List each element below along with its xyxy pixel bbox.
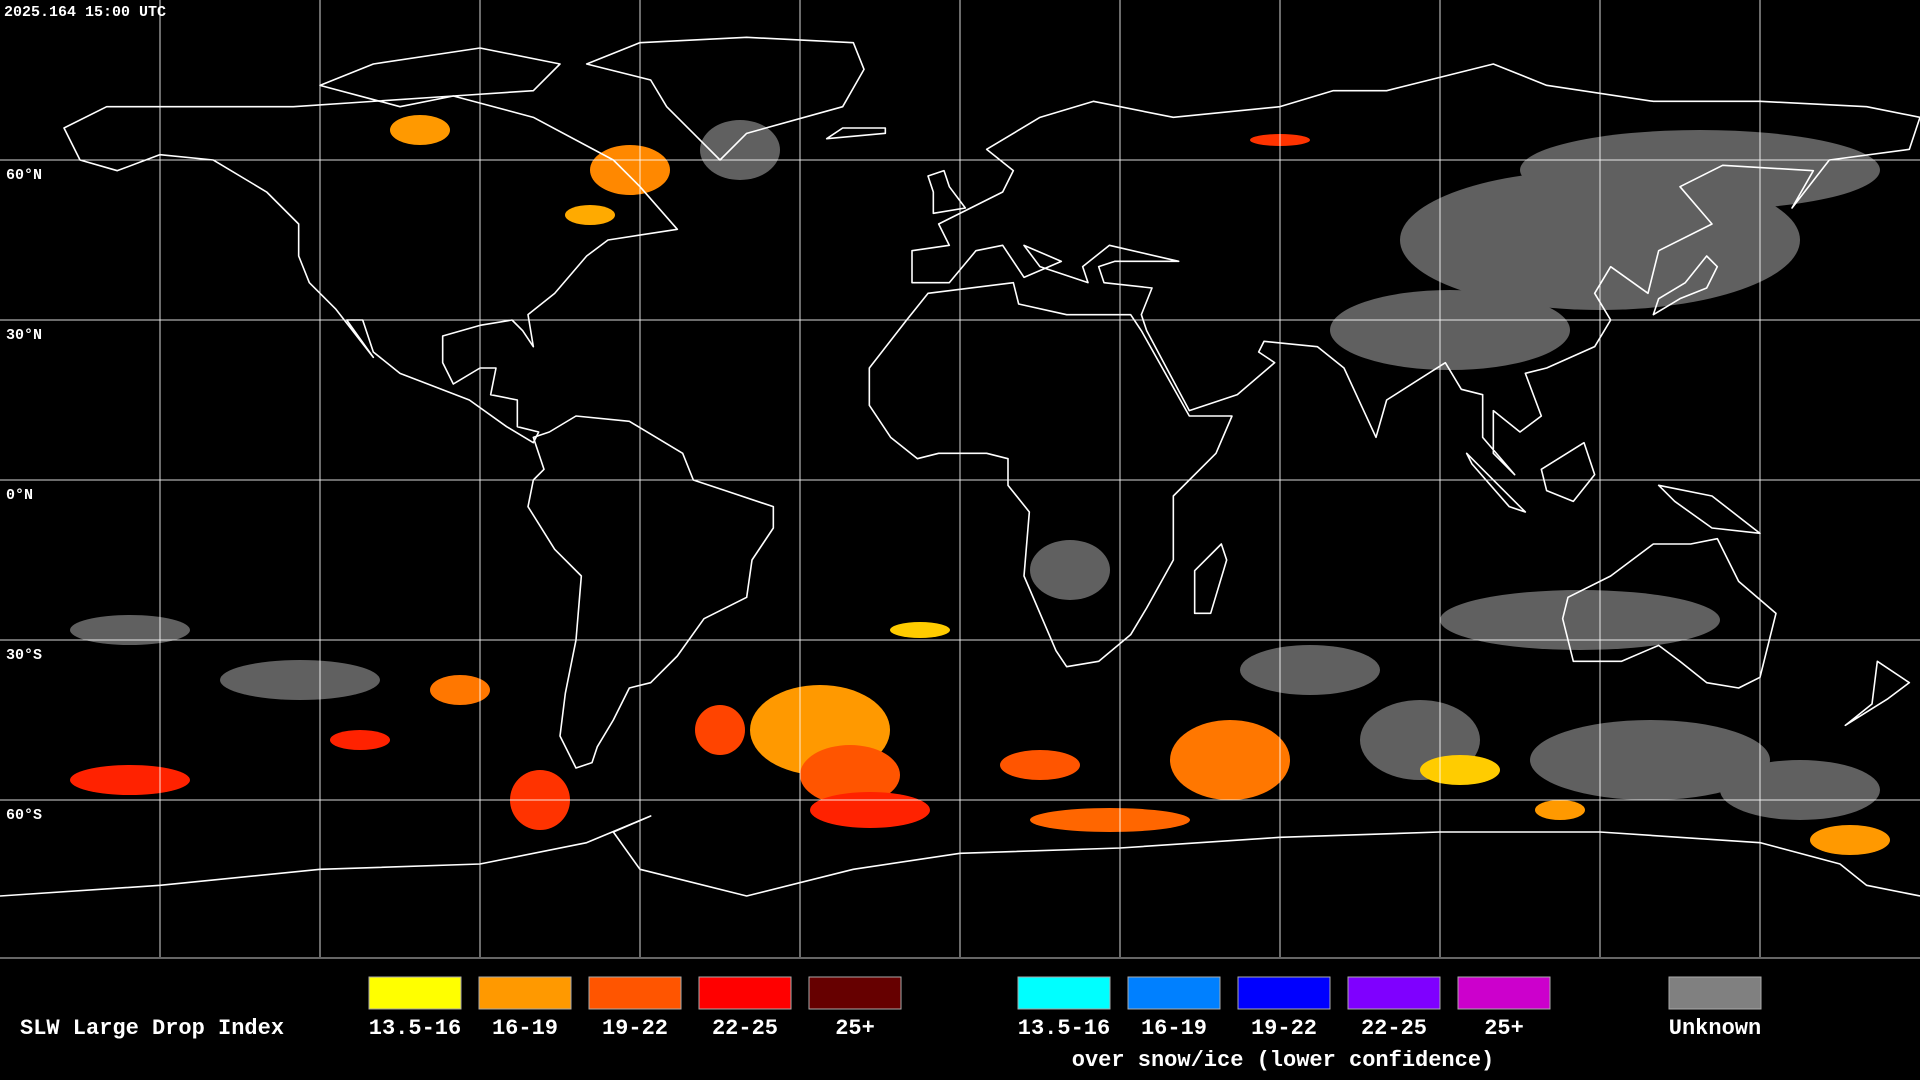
legend-label: 25+ bbox=[1484, 1016, 1524, 1041]
legend-label: 16-19 bbox=[1141, 1016, 1207, 1041]
legend-title: SLW Large Drop Index bbox=[20, 1016, 284, 1041]
legend-label: 25+ bbox=[835, 1016, 875, 1041]
latitude-label: 0°N bbox=[6, 487, 33, 504]
legend-swatch bbox=[1127, 976, 1221, 1010]
latitude-label: 60°N bbox=[6, 167, 42, 184]
legend-swatch bbox=[1347, 976, 1441, 1010]
legend-note: over snow/ice (lower confidence) bbox=[1072, 1048, 1494, 1073]
cloud-imagery bbox=[70, 115, 1890, 855]
legend-swatch bbox=[698, 976, 792, 1010]
latitude-label: 60°S bbox=[6, 807, 42, 824]
legend-swatch bbox=[588, 976, 682, 1010]
latitude-labels: 60°N 30°N 0°N 30°S 60°S bbox=[6, 167, 42, 824]
legend-label: 13.5-16 bbox=[1018, 1016, 1110, 1041]
legend-swatch bbox=[1237, 976, 1331, 1010]
legend-label: 19-22 bbox=[1251, 1016, 1317, 1041]
legend: SLW Large Drop Index over snow/ice (lowe… bbox=[20, 976, 1762, 1073]
latitude-label: 30°N bbox=[6, 327, 42, 344]
legend-swatch bbox=[1017, 976, 1111, 1010]
legend-swatch bbox=[808, 976, 902, 1010]
legend-label: 22-25 bbox=[712, 1016, 778, 1041]
legend-label: 19-22 bbox=[602, 1016, 668, 1041]
timestamp: 2025.164 15:00 UTC bbox=[4, 4, 166, 21]
legend-swatch bbox=[478, 976, 572, 1010]
legend-label: Unknown bbox=[1669, 1016, 1761, 1041]
legend-label: 16-19 bbox=[492, 1016, 558, 1041]
latitude-label: 30°S bbox=[6, 647, 42, 664]
graticule bbox=[0, 0, 1920, 957]
legend-swatch bbox=[1668, 976, 1762, 1010]
legend-label: 22-25 bbox=[1361, 1016, 1427, 1041]
legend-swatch bbox=[368, 976, 462, 1010]
legend-label: 13.5-16 bbox=[369, 1016, 461, 1041]
legend-swatch bbox=[1457, 976, 1551, 1010]
